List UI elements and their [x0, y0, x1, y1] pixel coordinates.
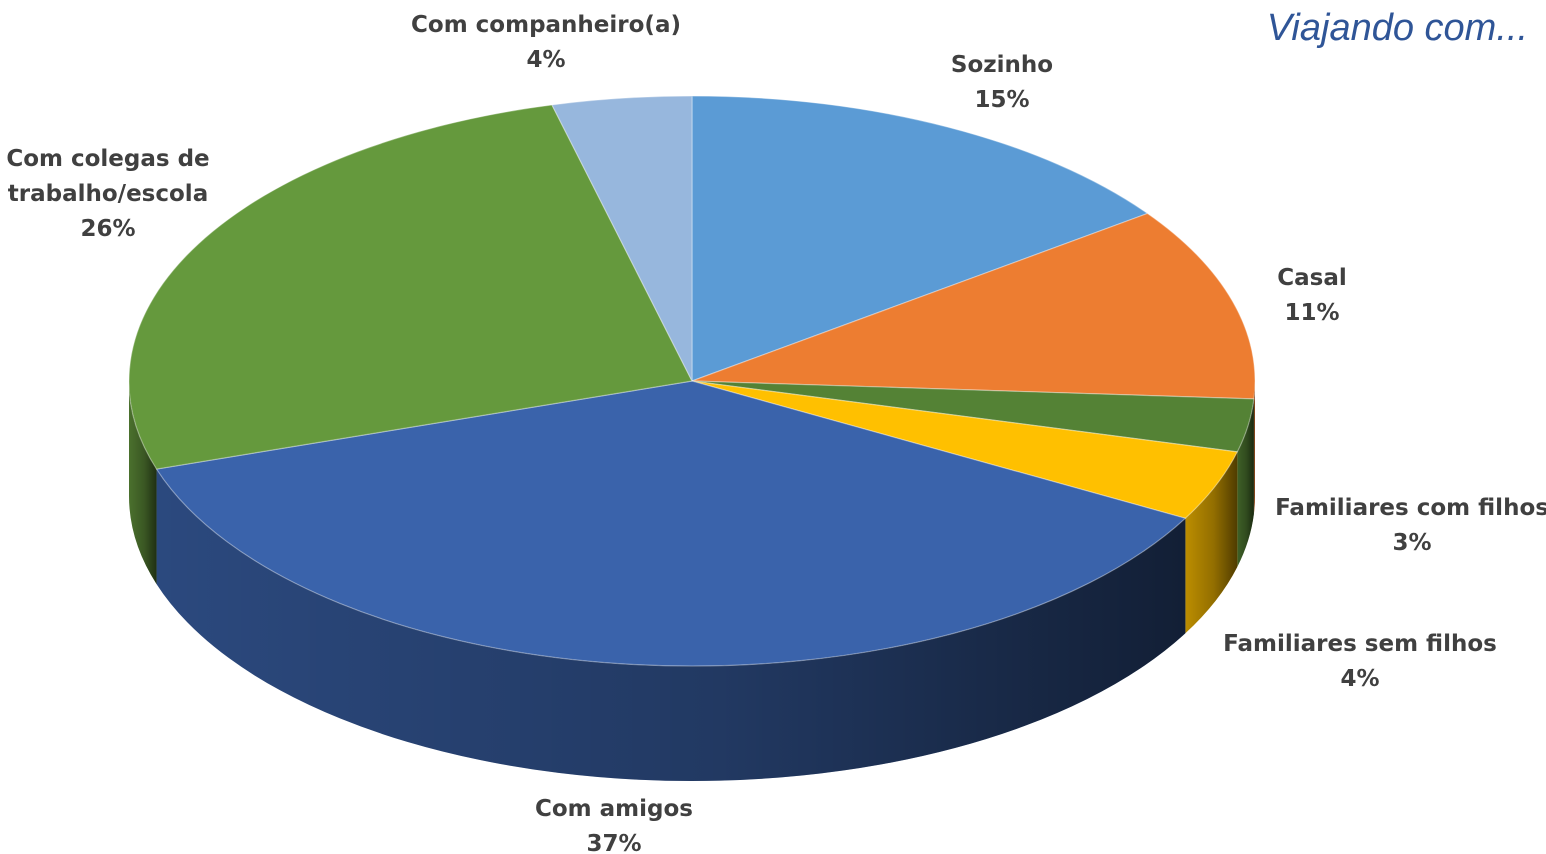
pie-labels: Sozinho 15% Casal 11% Familiares com filhos 3…	[6, 12, 1546, 854]
slice-label-com-colegas-de-trabalho-escola: Com colegas de	[6, 146, 209, 172]
chart-title: Viajando com...	[1267, 7, 1528, 49]
slice-label-familiares-sem-filhos: Familiares sem filhos	[1223, 631, 1497, 657]
pie-side-shade-com-colegas-de-trabalho-escola	[129, 381, 157, 585]
pie-slice-familiares-sem-filhos	[691, 380, 1239, 519]
slice-value-sozinho: 15%	[974, 87, 1029, 113]
slice-value-com-companheiro-a: 4%	[526, 47, 565, 73]
pie-tops	[128, 95, 1256, 667]
slice-label-casal: Casal	[1277, 265, 1347, 291]
pie-side-shade-com-amigos	[156, 469, 1186, 782]
slice-value-com-amigos: 37%	[586, 831, 641, 854]
pie-slice-sozinho	[691, 95, 1149, 382]
slice-label-sozinho: Sozinho	[951, 52, 1053, 78]
slice-value-familiares-sem-filhos: 4%	[1340, 666, 1379, 692]
pie-slice-com-colegas-de-trabalho-escola	[128, 104, 693, 470]
slice-value-com-colegas-de-trabalho-escola: 26%	[80, 216, 135, 242]
slice-label-familiares-com-filhos: Familiares com filhos	[1275, 495, 1546, 521]
pie-slice-com-companheiro-a	[551, 95, 693, 382]
slice-label-com-amigos: Com amigos	[535, 796, 693, 822]
pie-slice-familiares-com-filhos	[691, 380, 1255, 453]
pie-slice-com-amigos	[155, 380, 1187, 667]
pie-side-shade-familiares-sem-filhos	[1185, 451, 1238, 634]
pie-side-shade-familiares-com-filhos	[1237, 398, 1254, 567]
pie-sides	[129, 381, 1255, 782]
slice-label-com-colegas-de-trabalho-escola: trabalho/escola	[8, 181, 208, 207]
pie-slice-casal	[691, 212, 1256, 400]
pie-side-shade-casal	[1253, 381, 1255, 514]
slice-label-com-companheiro-a: Com companheiro(a)	[411, 12, 681, 38]
slice-value-casal: 11%	[1284, 300, 1339, 326]
slice-value-familiares-com-filhos: 3%	[1392, 530, 1431, 556]
